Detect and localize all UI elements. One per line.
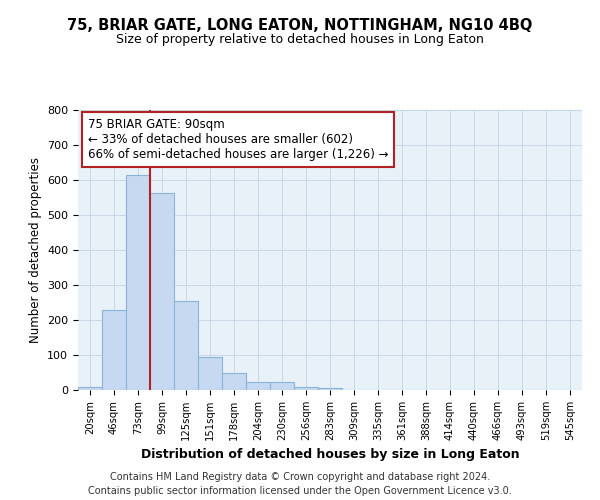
Bar	[174, 302, 198, 390]
Text: Contains public sector information licensed under the Open Government Licence v3: Contains public sector information licen…	[88, 486, 512, 496]
Text: 75 BRIAR GATE: 90sqm
← 33% of detached houses are smaller (602)
66% of semi-deta: 75 BRIAR GATE: 90sqm ← 33% of detached h…	[88, 118, 389, 162]
Bar	[270, 382, 294, 390]
Bar	[150, 193, 174, 390]
Text: Size of property relative to detached houses in Long Eaton: Size of property relative to detached ho…	[116, 32, 484, 46]
Y-axis label: Number of detached properties: Number of detached properties	[29, 157, 41, 343]
Bar	[198, 357, 222, 390]
Bar	[318, 388, 342, 390]
Bar	[294, 387, 318, 390]
Bar	[78, 386, 102, 390]
Bar	[126, 175, 150, 390]
Bar	[246, 382, 270, 390]
Bar	[102, 310, 126, 390]
Bar	[222, 373, 246, 390]
Text: 75, BRIAR GATE, LONG EATON, NOTTINGHAM, NG10 4BQ: 75, BRIAR GATE, LONG EATON, NOTTINGHAM, …	[67, 18, 533, 32]
Text: Contains HM Land Registry data © Crown copyright and database right 2024.: Contains HM Land Registry data © Crown c…	[110, 472, 490, 482]
X-axis label: Distribution of detached houses by size in Long Eaton: Distribution of detached houses by size …	[140, 448, 520, 462]
